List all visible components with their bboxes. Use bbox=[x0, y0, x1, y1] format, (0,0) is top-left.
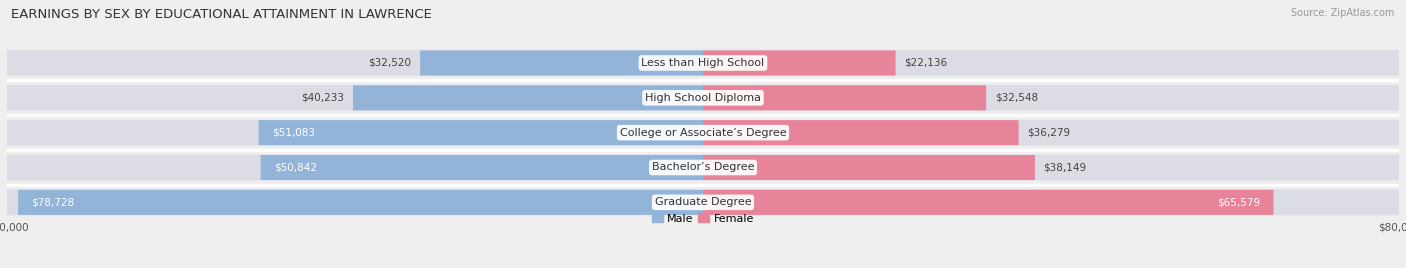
FancyBboxPatch shape bbox=[7, 120, 1399, 145]
FancyBboxPatch shape bbox=[353, 85, 703, 110]
FancyBboxPatch shape bbox=[259, 120, 703, 145]
Text: $22,136: $22,136 bbox=[904, 58, 948, 68]
FancyBboxPatch shape bbox=[703, 85, 986, 110]
FancyBboxPatch shape bbox=[7, 50, 1399, 76]
Text: $40,233: $40,233 bbox=[301, 93, 344, 103]
FancyBboxPatch shape bbox=[7, 84, 1399, 111]
Text: Graduate Degree: Graduate Degree bbox=[655, 197, 751, 207]
FancyBboxPatch shape bbox=[703, 120, 1018, 145]
Text: $38,149: $38,149 bbox=[1043, 162, 1087, 173]
FancyBboxPatch shape bbox=[7, 190, 1399, 215]
Text: $51,083: $51,083 bbox=[271, 128, 315, 138]
FancyBboxPatch shape bbox=[7, 85, 1399, 110]
Text: EARNINGS BY SEX BY EDUCATIONAL ATTAINMENT IN LAWRENCE: EARNINGS BY SEX BY EDUCATIONAL ATTAINMEN… bbox=[11, 8, 432, 21]
FancyBboxPatch shape bbox=[7, 49, 1399, 77]
Text: High School Diploma: High School Diploma bbox=[645, 93, 761, 103]
Text: Less than High School: Less than High School bbox=[641, 58, 765, 68]
FancyBboxPatch shape bbox=[7, 119, 1399, 146]
FancyBboxPatch shape bbox=[260, 155, 703, 180]
Text: Source: ZipAtlas.com: Source: ZipAtlas.com bbox=[1291, 8, 1395, 18]
Text: $65,579: $65,579 bbox=[1218, 197, 1260, 207]
FancyBboxPatch shape bbox=[7, 155, 1399, 180]
FancyBboxPatch shape bbox=[7, 154, 1399, 181]
FancyBboxPatch shape bbox=[703, 190, 1274, 215]
Text: $36,279: $36,279 bbox=[1028, 128, 1070, 138]
Text: $32,548: $32,548 bbox=[995, 93, 1038, 103]
FancyBboxPatch shape bbox=[703, 155, 1035, 180]
Text: $78,728: $78,728 bbox=[31, 197, 75, 207]
Legend: Male, Female: Male, Female bbox=[647, 209, 759, 228]
Text: College or Associate’s Degree: College or Associate’s Degree bbox=[620, 128, 786, 138]
FancyBboxPatch shape bbox=[420, 50, 703, 76]
FancyBboxPatch shape bbox=[18, 190, 703, 215]
Text: $50,842: $50,842 bbox=[274, 162, 316, 173]
FancyBboxPatch shape bbox=[7, 189, 1399, 216]
Text: Bachelor’s Degree: Bachelor’s Degree bbox=[652, 162, 754, 173]
Text: $32,520: $32,520 bbox=[368, 58, 412, 68]
FancyBboxPatch shape bbox=[703, 50, 896, 76]
